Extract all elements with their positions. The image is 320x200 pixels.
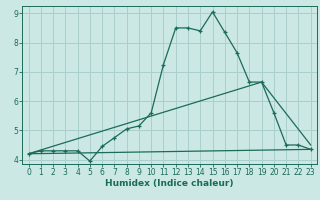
X-axis label: Humidex (Indice chaleur): Humidex (Indice chaleur)	[105, 179, 234, 188]
